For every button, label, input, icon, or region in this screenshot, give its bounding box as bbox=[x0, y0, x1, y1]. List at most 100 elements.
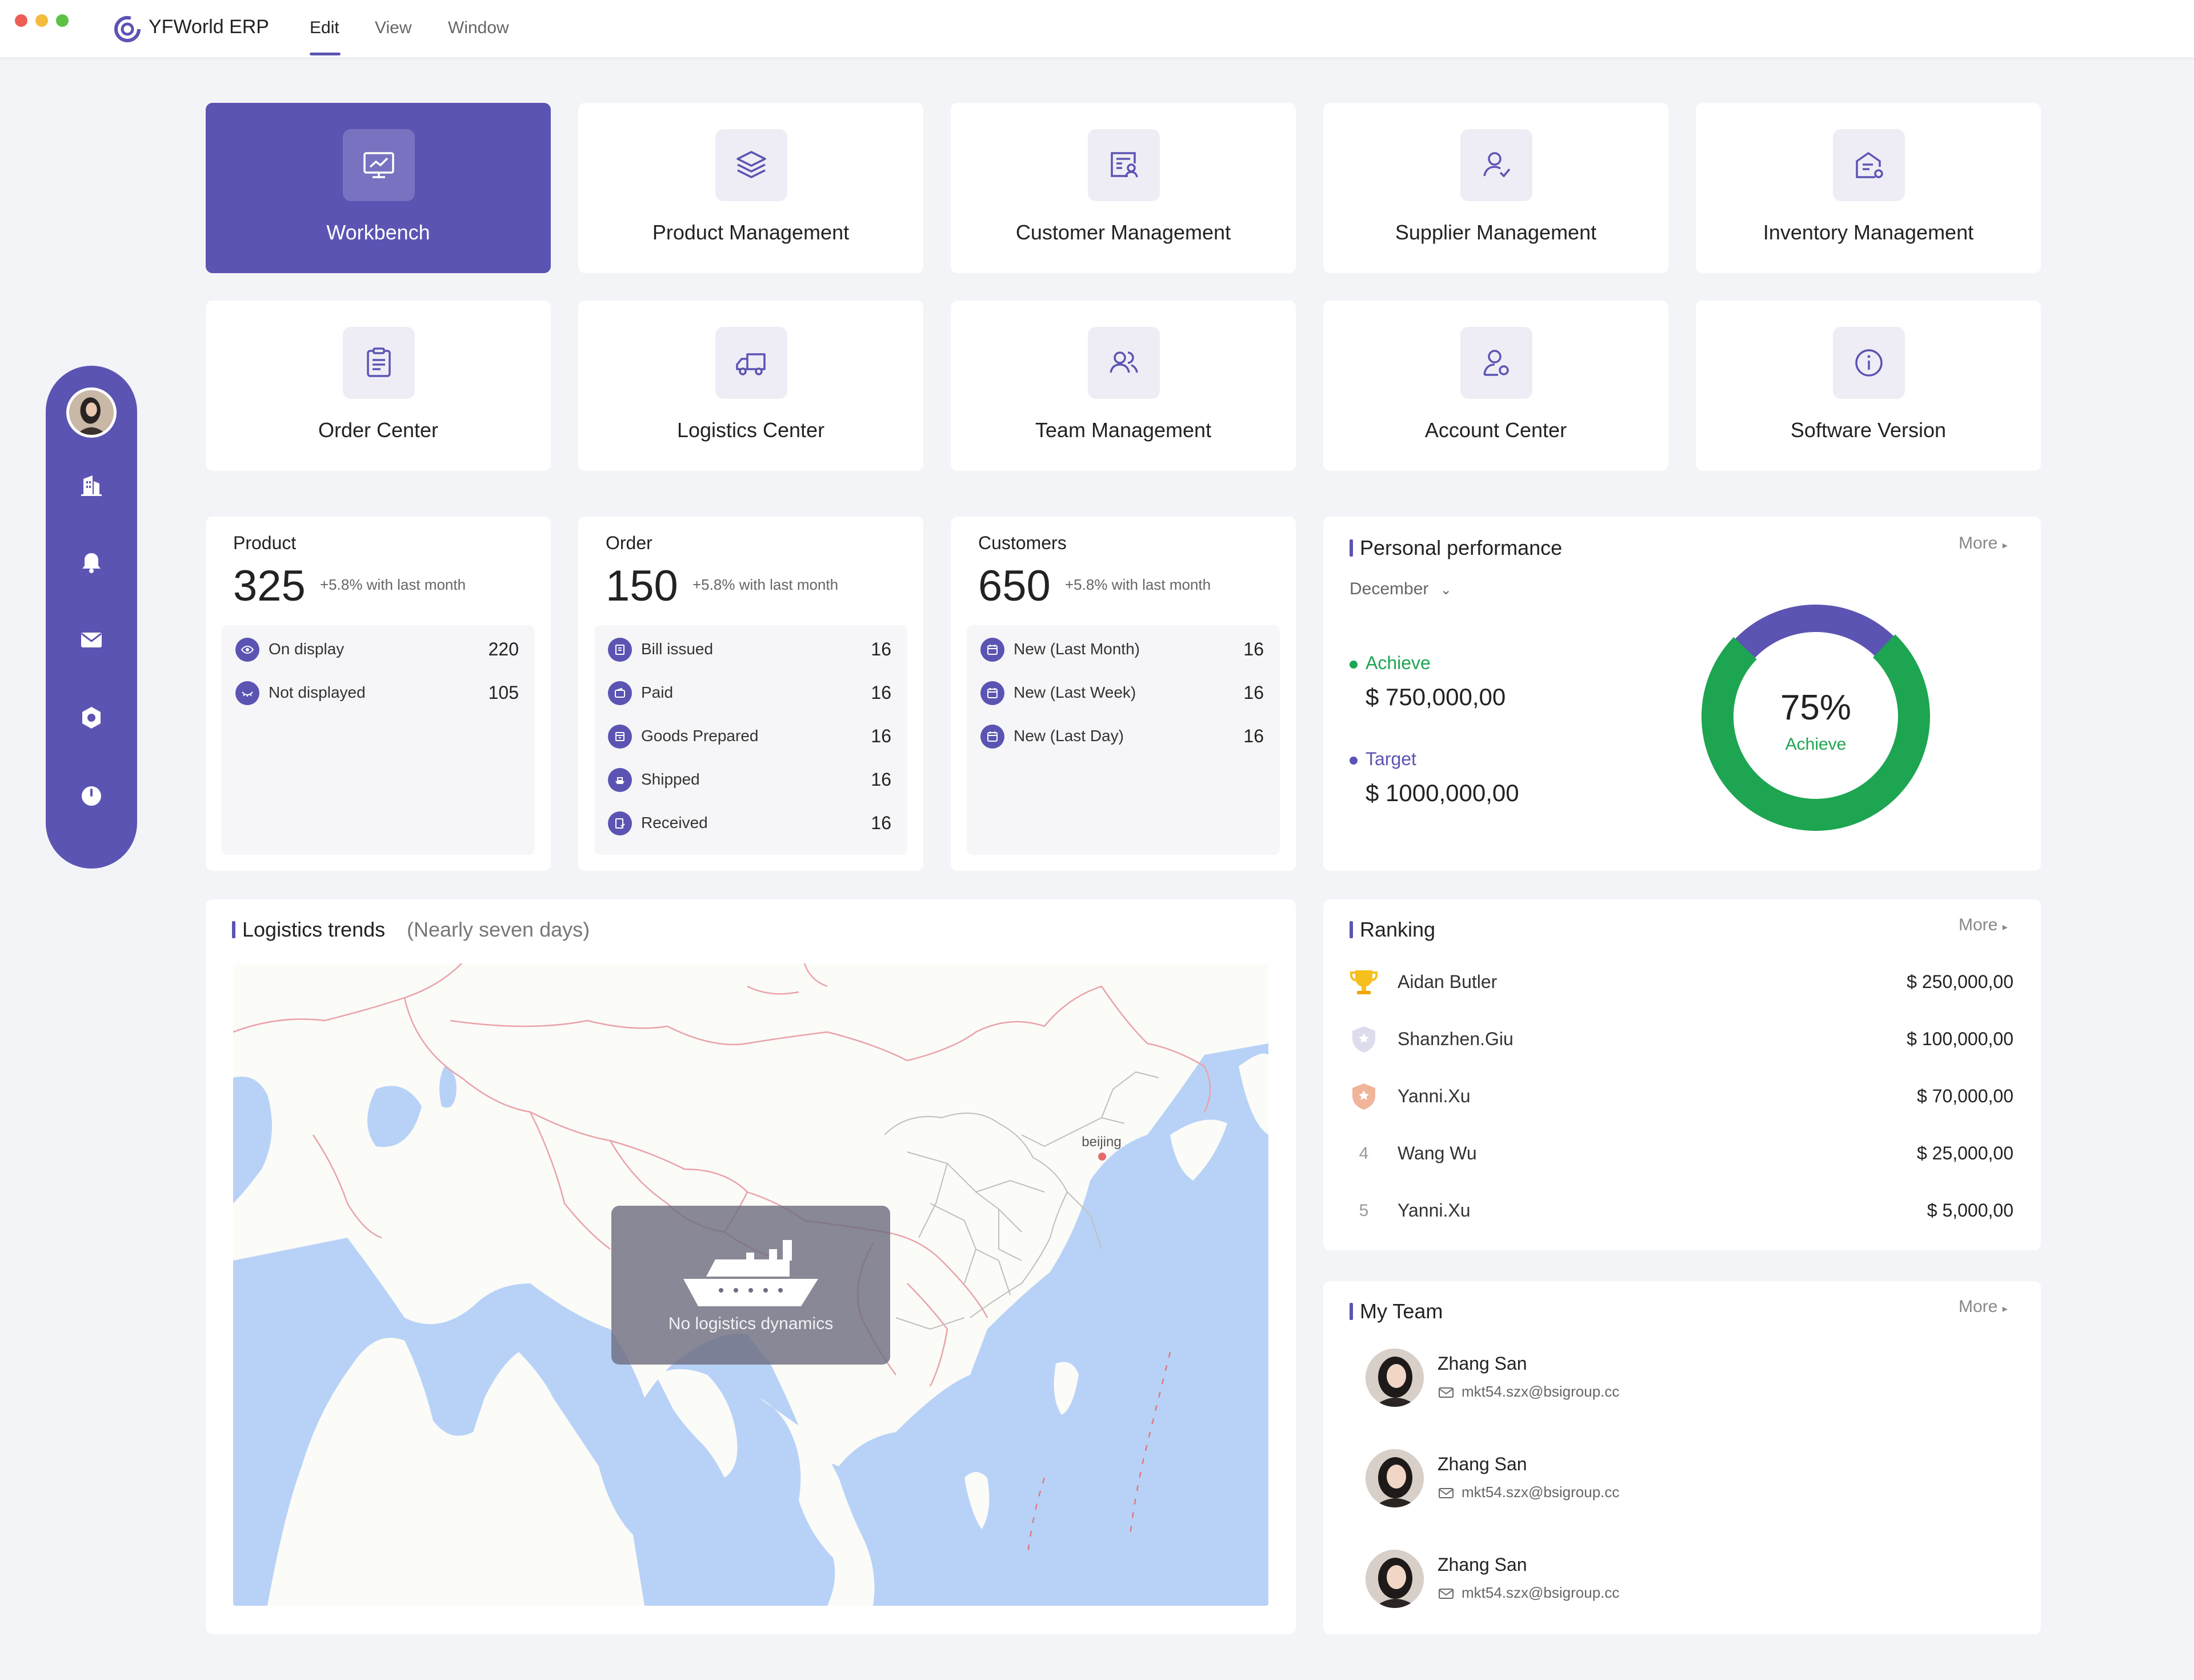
member-photo bbox=[1366, 1349, 1424, 1407]
stat-row: Goods Prepared 16 bbox=[594, 712, 907, 755]
section-title: Personal performance bbox=[1360, 536, 1563, 559]
mail-icon bbox=[1439, 1589, 1454, 1599]
stat-row-label: Not displayed bbox=[269, 683, 366, 701]
mail-icon bbox=[1439, 1488, 1454, 1498]
stat-row-value: 16 bbox=[871, 769, 891, 790]
empty-state-overlay: No logistics dynamics bbox=[611, 1206, 890, 1365]
member-name: Zhang San bbox=[1438, 1454, 1527, 1474]
stat-row: Received 16 bbox=[594, 799, 907, 842]
stat-breakdown: On display 220 Not displayed 105 bbox=[222, 625, 535, 855]
module-supplier-management[interactable]: Supplier Management bbox=[1323, 103, 1668, 273]
stat-row: New (Last Week) 16 bbox=[967, 669, 1280, 712]
silver-medal-icon bbox=[1352, 1026, 1375, 1053]
stat-card-customers: Customers 650 +5.8% with last month New … bbox=[951, 517, 1296, 871]
module-label: Software Version bbox=[1790, 418, 1947, 442]
stat-breakdown: Bill issued 16 Paid 16 Goods Prepared 16… bbox=[594, 625, 907, 855]
user-gear-icon bbox=[1460, 327, 1532, 399]
module-product-management[interactable]: Product Management bbox=[578, 103, 923, 273]
info-icon bbox=[1833, 327, 1905, 399]
module-label: Logistics Center bbox=[676, 418, 825, 442]
power-icon[interactable] bbox=[78, 782, 105, 809]
rank-number: 4 bbox=[1359, 1144, 1369, 1163]
bell-icon[interactable] bbox=[78, 549, 105, 576]
stat-card-order: Order 150 +5.8% with last month Bill iss… bbox=[578, 517, 923, 871]
close-window-button[interactable] bbox=[15, 14, 27, 27]
stat-row: Paid 16 bbox=[594, 669, 907, 712]
ranking-card: Ranking More ▸ Aidan Butler $ 250,000,00… bbox=[1323, 899, 2041, 1250]
ship-icon bbox=[683, 1240, 818, 1306]
stat-row-label: New (Last Week) bbox=[1014, 683, 1136, 701]
month-select[interactable]: December ⌄ bbox=[1350, 579, 1452, 599]
member-photo bbox=[1366, 1449, 1424, 1507]
user-avatar[interactable] bbox=[66, 387, 117, 438]
module-label: Supplier Management bbox=[1395, 221, 1597, 244]
section-accent bbox=[1350, 921, 1353, 938]
package-icon bbox=[608, 725, 632, 749]
more-label: More bbox=[1959, 1297, 1998, 1316]
stat-value: 650 bbox=[978, 562, 1051, 610]
member-avatar[interactable] bbox=[1366, 1449, 1424, 1507]
warehouse-icon bbox=[1833, 129, 1905, 201]
menu-window[interactable]: Window bbox=[448, 18, 509, 37]
member-name: Zhang San bbox=[1438, 1554, 1527, 1575]
donut-percent: 75% bbox=[1780, 688, 1851, 727]
stat-delta: +5.8% with last month bbox=[1065, 576, 1211, 593]
city-label: beijing bbox=[1082, 1134, 1121, 1150]
mail-icon[interactable] bbox=[78, 626, 105, 654]
member-email[interactable]: mkt54.szx@bsigroup.cc bbox=[1462, 1483, 1620, 1501]
stat-row: Shipped 16 bbox=[594, 755, 907, 799]
rank-name: Yanni.Xu bbox=[1398, 1200, 1471, 1221]
section-title: Logistics trends bbox=[242, 918, 386, 941]
eye-icon bbox=[235, 638, 259, 662]
sidebar bbox=[46, 366, 137, 869]
member-email[interactable]: mkt54.szx@bsigroup.cc bbox=[1462, 1383, 1620, 1400]
module-customer-management[interactable]: Customer Management bbox=[951, 103, 1296, 273]
stat-row: Bill issued 16 bbox=[594, 625, 907, 669]
layers-icon bbox=[715, 129, 787, 201]
member-avatar[interactable] bbox=[1366, 1550, 1424, 1608]
module-logistics-center[interactable]: Logistics Center bbox=[578, 301, 923, 471]
map-graphic: beijing bbox=[233, 963, 1268, 1606]
minimize-window-button[interactable] bbox=[35, 14, 48, 27]
month-select-value: December bbox=[1350, 579, 1429, 598]
stat-row-value: 16 bbox=[871, 639, 891, 659]
module-order-center[interactable]: Order Center bbox=[206, 301, 551, 471]
module-workbench[interactable]: Workbench bbox=[206, 103, 551, 273]
section-title: My Team bbox=[1360, 1299, 1443, 1323]
more-label: More bbox=[1959, 534, 1998, 553]
stat-row: Not displayed 105 bbox=[222, 669, 535, 712]
section-accent bbox=[1350, 539, 1353, 557]
stat-title: Product bbox=[233, 533, 297, 553]
stat-row-value: 16 bbox=[871, 813, 891, 833]
menu-edit[interactable]: Edit bbox=[310, 18, 339, 37]
module-inventory-management[interactable]: Inventory Management bbox=[1696, 103, 2041, 273]
more-link[interactable]: More ▸ bbox=[1959, 915, 2008, 935]
achieve-dot bbox=[1350, 661, 1358, 669]
more-link[interactable]: More ▸ bbox=[1959, 1297, 2008, 1317]
stat-row-label: New (Last Day) bbox=[1014, 727, 1124, 745]
stat-delta: +5.8% with last month bbox=[692, 576, 839, 593]
stat-row-value: 220 bbox=[488, 639, 519, 659]
more-link[interactable]: More ▸ bbox=[1959, 534, 2008, 553]
performance-card: Personal performance More ▸ December ⌄ A… bbox=[1323, 517, 2041, 871]
rank-name: Wang Wu bbox=[1398, 1143, 1477, 1163]
module-account-center[interactable]: Account Center bbox=[1323, 301, 1668, 471]
module-label: Workbench bbox=[326, 221, 430, 244]
stat-row-label: Received bbox=[641, 814, 708, 831]
user-check-icon bbox=[1460, 129, 1532, 201]
stat-row-value: 16 bbox=[871, 682, 891, 703]
zoom-window-button[interactable] bbox=[56, 14, 69, 27]
active-menu-indicator bbox=[310, 53, 341, 55]
member-email[interactable]: mkt54.szx@bsigroup.cc bbox=[1462, 1584, 1620, 1601]
module-team-management[interactable]: Team Management bbox=[951, 301, 1296, 471]
target-value: $ 1000,000,00 bbox=[1366, 779, 1519, 806]
stat-title: Order bbox=[606, 533, 652, 553]
building-icon[interactable] bbox=[78, 471, 105, 498]
app-title: YFWorld ERP bbox=[149, 16, 269, 38]
menu-view[interactable]: View bbox=[375, 18, 412, 37]
settings-icon[interactable] bbox=[78, 704, 105, 731]
member-avatar[interactable] bbox=[1366, 1349, 1424, 1407]
module-software-version[interactable]: Software Version bbox=[1696, 301, 2041, 471]
calendar-month-icon bbox=[980, 638, 1004, 662]
customer-card-icon bbox=[1088, 129, 1160, 201]
